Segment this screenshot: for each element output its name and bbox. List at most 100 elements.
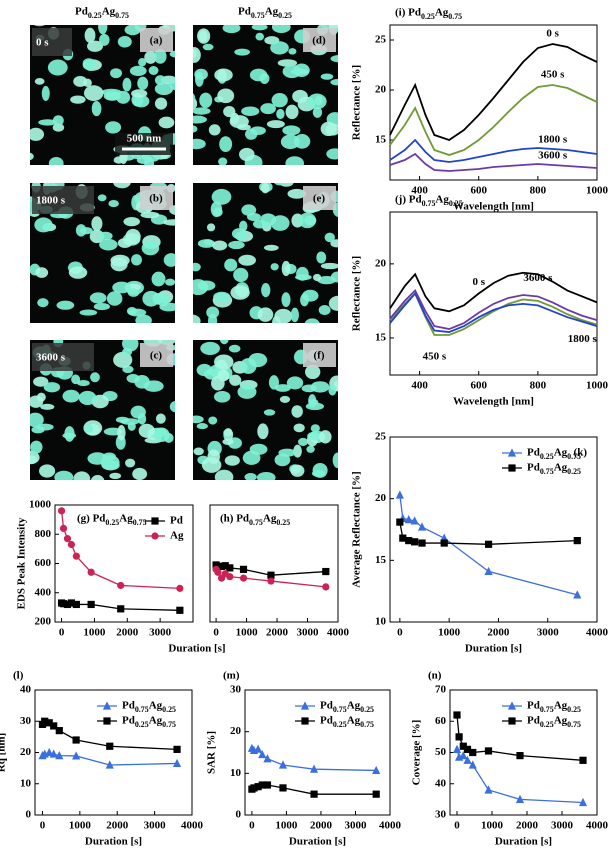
particle (271, 93, 288, 108)
marker (418, 539, 426, 547)
particle (126, 373, 140, 383)
particle (37, 298, 49, 308)
marker (55, 751, 64, 760)
marker (239, 574, 248, 582)
particle (100, 455, 120, 471)
x-tick-label: 1000 (481, 820, 504, 832)
x-tick-label: 3000 (149, 627, 172, 639)
marker (254, 783, 262, 791)
particle (271, 25, 291, 34)
particle (310, 381, 330, 393)
particle (120, 418, 140, 425)
panel-label: (e) (313, 193, 326, 205)
legend-marker (507, 701, 517, 710)
particle (169, 400, 175, 413)
particle (40, 403, 55, 410)
marker (515, 794, 525, 803)
particle (290, 464, 305, 477)
particle (319, 430, 332, 444)
particle (239, 147, 255, 161)
x-tick-label: 4000 (586, 627, 609, 639)
particle (196, 423, 208, 430)
particle (214, 68, 233, 82)
particle (106, 291, 123, 306)
series-label: 0 s (546, 28, 559, 40)
x-tick-label: 3000 (537, 627, 560, 639)
y-tick-label: 50 (435, 746, 447, 758)
y-tick-label: 0 (26, 809, 32, 821)
particle (241, 204, 257, 216)
series-line (389, 152, 598, 172)
particle (224, 258, 238, 272)
x-tick-label: 0 (454, 820, 460, 832)
particle (48, 157, 64, 165)
chart-title: (j) Pd0.75Ag0.25 (395, 194, 463, 209)
x-axis-label: Duration [s] (289, 836, 346, 848)
marker (176, 584, 184, 592)
marker (57, 507, 66, 515)
scale-bar-label: 500 nm (127, 133, 162, 145)
series-line (389, 84, 598, 156)
chart-title: (i) Pd0.25Ag0.75 (395, 7, 462, 22)
chart-title: (l) (13, 670, 24, 682)
particle (260, 103, 276, 115)
particle (73, 75, 88, 87)
particle (197, 280, 216, 291)
particle (279, 183, 294, 187)
particle (33, 376, 49, 387)
marker (267, 577, 275, 585)
particle (35, 267, 49, 278)
particle (214, 354, 234, 370)
particle (137, 413, 147, 425)
marker (417, 522, 427, 531)
particle (31, 426, 45, 434)
particle (30, 152, 34, 161)
particle (208, 124, 221, 136)
particle (240, 358, 257, 374)
marker (279, 784, 287, 792)
particle (282, 125, 301, 136)
particle (193, 138, 206, 150)
particle (56, 300, 75, 310)
marker (55, 727, 63, 735)
particle (154, 75, 166, 86)
particle (62, 389, 80, 403)
legend-marker (103, 717, 111, 725)
particle (255, 32, 264, 41)
marker (258, 749, 267, 759)
y-tick-label: 1000 (29, 499, 52, 511)
x-tick-label: 2000 (266, 627, 289, 639)
x-tick-label: 800 (530, 380, 547, 392)
particles (193, 25, 338, 165)
particle (307, 93, 327, 110)
legend-marker (151, 532, 159, 540)
particle (237, 384, 257, 399)
particle (138, 423, 155, 438)
particle (287, 188, 307, 199)
particle (326, 148, 338, 160)
particle (30, 450, 40, 465)
panel-label-box (303, 186, 336, 210)
time-label: 3600 s (36, 352, 66, 364)
x-tick-label: 0 (40, 820, 46, 832)
particle (307, 431, 321, 441)
marker (322, 583, 330, 591)
marker (469, 748, 477, 757)
particle (194, 71, 204, 87)
particle (316, 251, 327, 264)
particle (91, 216, 103, 232)
particle (249, 68, 268, 82)
particle (122, 77, 132, 92)
particle (330, 79, 338, 86)
particle (193, 415, 204, 424)
y-tick-label: 20 (375, 257, 387, 269)
marker (459, 742, 467, 750)
y-tick-label: 60 (435, 715, 447, 727)
marker (172, 758, 182, 768)
marker (405, 537, 413, 545)
particle (203, 239, 213, 246)
particle (332, 452, 338, 469)
particle (312, 106, 323, 118)
particle (133, 95, 150, 108)
particle (84, 27, 96, 43)
